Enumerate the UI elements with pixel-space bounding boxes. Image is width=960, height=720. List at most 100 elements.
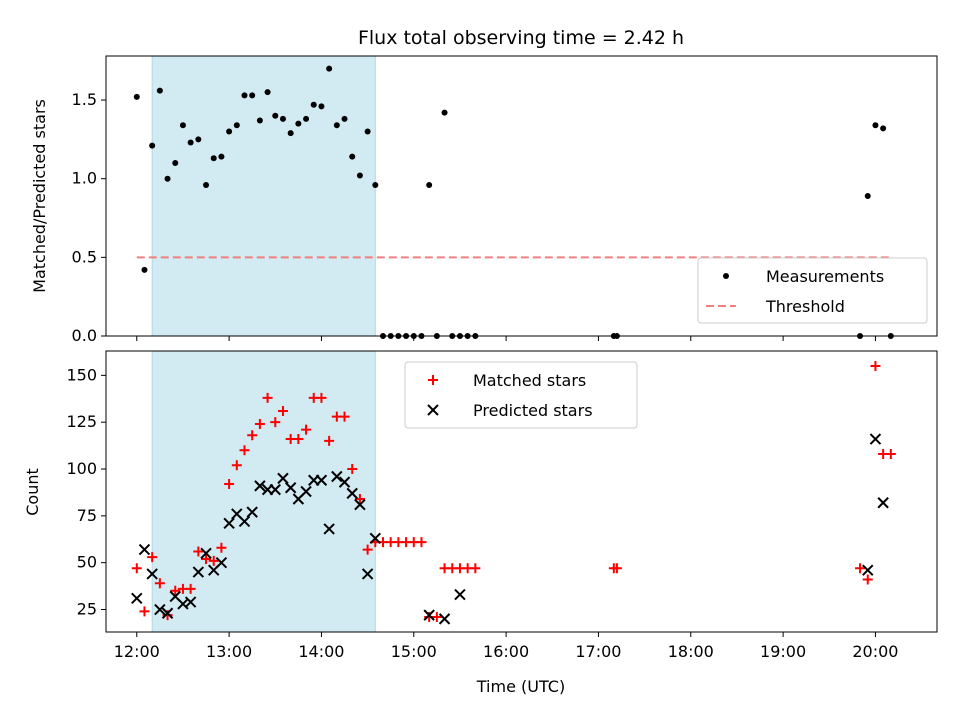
y-tick-label: 0.5 — [72, 247, 97, 266]
matched-star-point — [347, 464, 358, 475]
y-tick-label: 75 — [77, 506, 97, 525]
predicted-star-point — [438, 613, 451, 625]
measurement-point — [880, 125, 887, 132]
measurement-point — [179, 122, 186, 129]
measurement-point — [372, 181, 379, 188]
matched-star-point — [301, 424, 312, 435]
matched-star-point — [170, 585, 181, 596]
predicted-star-point — [269, 483, 281, 496]
measurement-point — [149, 142, 156, 149]
measurement-point — [872, 122, 879, 129]
measurement-point — [272, 112, 279, 119]
x-tick-label: 17:00 — [575, 642, 621, 661]
predicted-star-point — [323, 523, 335, 535]
matched-star-point — [324, 435, 335, 446]
measurement-point — [226, 128, 233, 135]
shaded-time-span — [151, 55, 376, 337]
measurement-point — [172, 159, 179, 166]
y-tick-label: 50 — [77, 553, 97, 572]
x-axis-label: Time (UTC) — [476, 677, 565, 696]
matched-star-point — [416, 537, 427, 548]
legend-label: Measurements — [766, 267, 884, 286]
measurement-point — [310, 101, 317, 108]
measurement-point — [141, 266, 148, 273]
measurement-point — [333, 122, 340, 129]
matched-star-point — [185, 583, 196, 594]
predicted-star-point — [346, 487, 358, 500]
measurement-point — [164, 175, 171, 182]
matched-star-point — [254, 419, 265, 430]
matched-star-point — [362, 544, 373, 555]
measurement-point — [318, 103, 325, 110]
predicted-star-point — [369, 532, 382, 545]
x-tick-label: 19:00 — [760, 642, 806, 661]
legend-label: Threshold — [765, 297, 845, 316]
measurement-point — [233, 122, 240, 129]
predicted-star-point — [246, 506, 258, 518]
measurement-point — [187, 139, 194, 146]
predicted-star-point — [131, 592, 143, 604]
x-tick-label: 16:00 — [483, 642, 529, 661]
measurement-point — [203, 181, 210, 188]
measurement-point — [264, 89, 271, 96]
chart-title: Flux total observing time = 2.42 h — [358, 27, 684, 49]
predicted-star-point — [223, 517, 235, 530]
predicted-star-point — [284, 482, 297, 494]
measurement-point — [210, 155, 217, 162]
legend-box — [404, 361, 638, 429]
matched-star-point — [470, 563, 481, 574]
measurement-point — [364, 128, 371, 135]
measurement-point — [295, 120, 302, 127]
matched-star-point — [147, 552, 158, 563]
predicted-star-point — [354, 498, 366, 511]
matched-star-point — [862, 574, 873, 585]
series-predicted-stars — [131, 433, 889, 625]
matched-star-point — [154, 578, 165, 589]
bottom-y-axis-label: Count — [23, 468, 42, 516]
predicted-star-point — [146, 568, 158, 580]
matched-star-point — [139, 606, 150, 617]
matched-star-point — [216, 542, 227, 553]
matched-star-point — [316, 392, 327, 403]
measurement-point — [287, 130, 294, 137]
measurement-point — [241, 92, 248, 99]
legend-marker-plus — [428, 375, 438, 385]
matched-star-point — [193, 546, 204, 557]
matched-star-point — [239, 445, 250, 456]
matched-star-point — [277, 405, 288, 416]
measurement-point — [303, 115, 310, 122]
legend: Measurements Threshold — [697, 257, 928, 324]
y-tick-label: 0.0 — [72, 326, 97, 345]
predicted-star-point — [877, 497, 889, 509]
x-tick-label: 13:00 — [206, 642, 252, 661]
matched-star-point — [270, 417, 281, 428]
matched-star-point — [231, 460, 242, 471]
predicted-star-point — [138, 543, 151, 556]
matched-star-point — [201, 553, 212, 564]
predicted-star-point — [277, 472, 289, 485]
legend-label: Predicted stars — [473, 401, 593, 420]
measurement-point — [195, 136, 202, 143]
predicted-star-point — [161, 607, 174, 619]
x-tick-label: 14:00 — [298, 642, 344, 661]
matched-star-point — [131, 563, 142, 574]
predicted-star-point — [300, 485, 312, 498]
predicted-star-point — [184, 596, 197, 608]
matched-star-point — [247, 430, 258, 441]
measurement-point — [249, 92, 256, 99]
matched-star-point — [870, 360, 881, 371]
y-tick-label: 150 — [66, 365, 97, 384]
matched-star-point — [339, 411, 350, 422]
matched-star-point — [224, 479, 235, 490]
predicted-star-point — [331, 470, 343, 483]
x-tick-label: 20:00 — [852, 642, 898, 661]
measurement-point — [326, 65, 333, 72]
predicted-star-point — [192, 566, 205, 578]
top-y-axis-label: Matched/Predicted stars — [30, 99, 49, 293]
measurement-point — [349, 153, 356, 160]
measurement-point — [426, 181, 433, 188]
measurement-point — [341, 115, 348, 122]
matched-star-point — [262, 392, 273, 403]
plot-frame — [105, 350, 938, 633]
